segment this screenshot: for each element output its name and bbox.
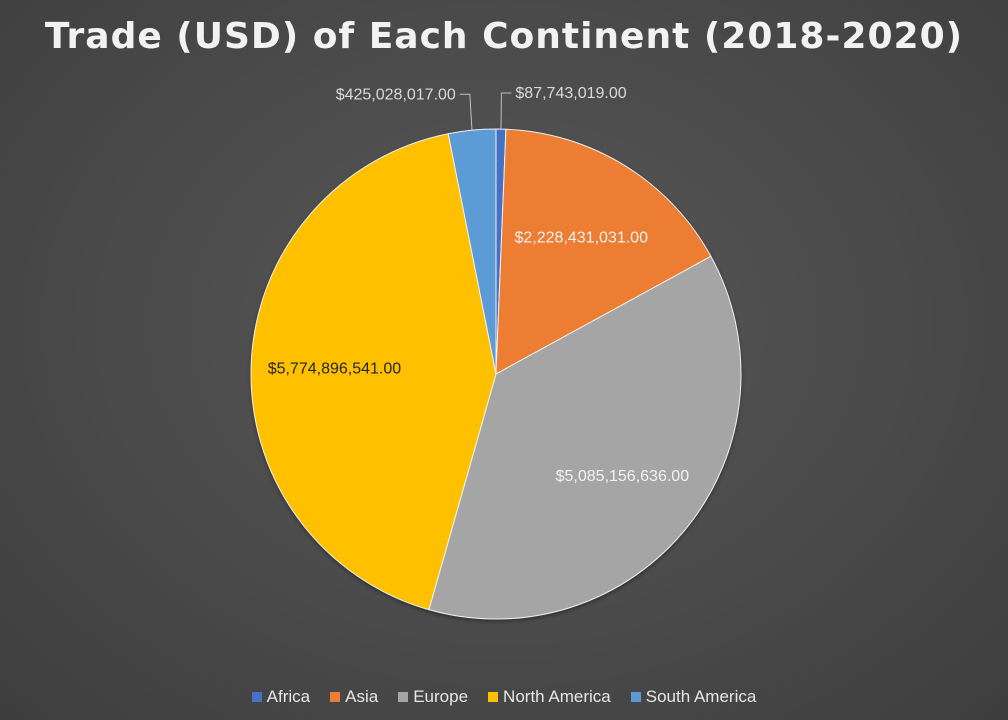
data-label-africa: $87,743,019.00: [515, 85, 626, 102]
legend-swatch-south-america: [630, 692, 641, 702]
pie-slice-europe: [428, 255, 742, 620]
legend-item-north-america: North America: [488, 687, 611, 707]
leader-line-south-america: [459, 93, 473, 131]
legend-item-europe: Europe: [398, 687, 468, 707]
legend-label-south-america: South America: [645, 687, 757, 706]
legend-label-asia: Asia: [345, 687, 379, 706]
data-label-south-america: $425,028,017.00: [336, 86, 456, 103]
legend-swatch-africa: [251, 692, 262, 702]
legend-item-africa: Africa: [251, 687, 311, 707]
chart-title: Trade (USD) of Each Continent (2018-2020…: [44, 16, 964, 57]
pie-slice-asia: [495, 128, 712, 375]
data-label-asia: $2,228,431,031.00: [515, 230, 649, 247]
legend-item-south-america: South America: [630, 687, 757, 707]
data-label-north-america: $5,774,896,541.00: [268, 360, 402, 377]
legend-item-asia: Asia: [330, 687, 378, 707]
data-label-europe: $5,085,156,636.00: [556, 468, 690, 485]
legend-label-north-america: North America: [503, 687, 611, 706]
legend-swatch-europe: [398, 692, 409, 702]
legend-label-europe: Europe: [413, 687, 469, 706]
legend-swatch-north-america: [488, 692, 499, 702]
legend: Africa Asia Europe North America South Ameri…: [0, 687, 1008, 707]
pie-slice-north-america: [250, 133, 497, 611]
legend-label-africa: Africa: [266, 687, 311, 706]
legend-swatch-asia: [330, 692, 341, 702]
leader-line-africa: [500, 92, 512, 130]
